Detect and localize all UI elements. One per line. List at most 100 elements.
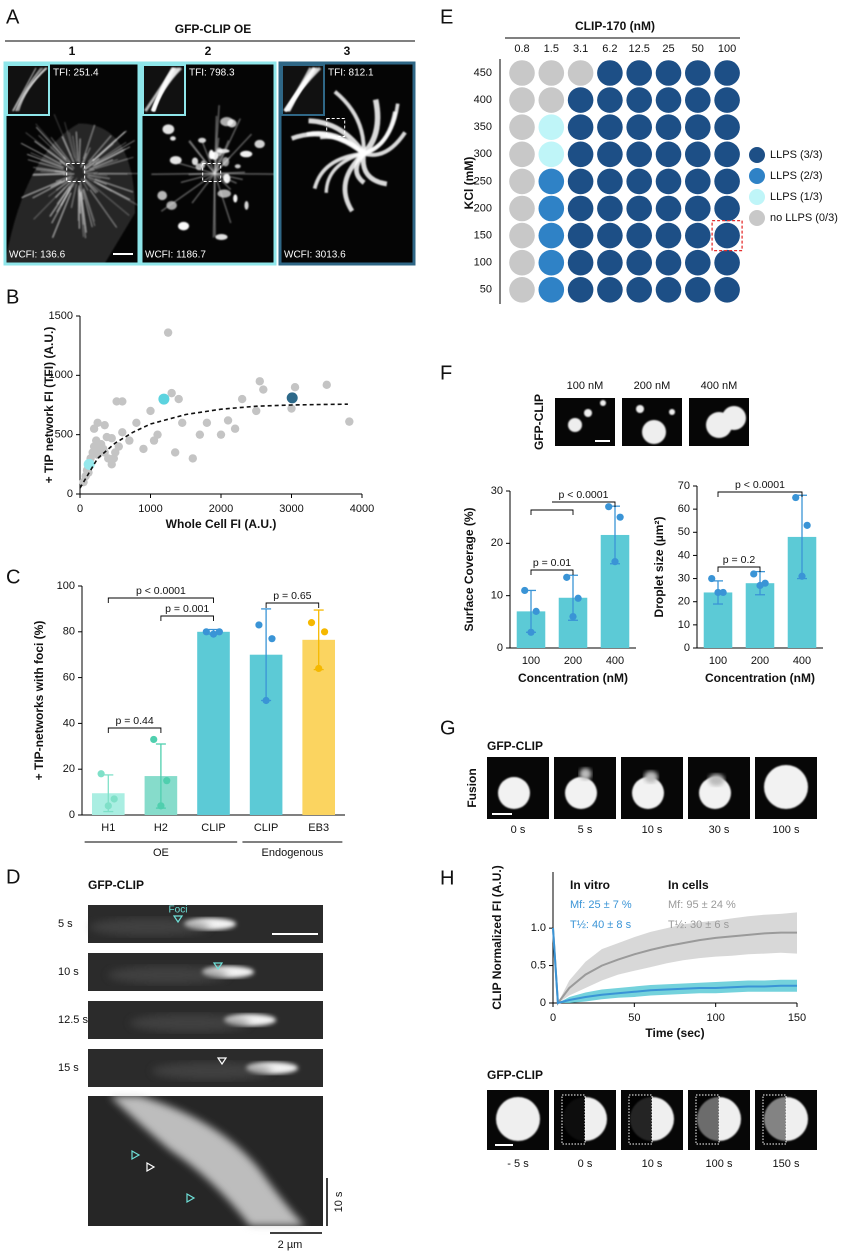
time-label: 10 s	[642, 1158, 663, 1170]
droplet	[636, 405, 644, 413]
filament	[90, 159, 118, 170]
cell	[626, 87, 652, 113]
y-tick-label: 1500	[49, 310, 73, 322]
droplet	[568, 418, 582, 432]
x-tick-label: 100	[522, 655, 540, 667]
foci	[227, 119, 237, 128]
filament	[213, 105, 220, 174]
significance-bracket	[552, 501, 616, 507]
filament	[25, 132, 64, 162]
filament	[201, 141, 216, 174]
filament	[86, 176, 107, 185]
filament	[85, 174, 101, 180]
point	[139, 444, 148, 454]
panel-label: B	[6, 286, 19, 308]
filament	[20, 142, 62, 165]
x-tick-label: CLIP	[254, 822, 278, 834]
y-tick-label: 10	[491, 590, 503, 602]
significance-bracket	[530, 569, 574, 575]
point	[163, 328, 173, 337]
replicate-point	[255, 621, 263, 629]
legend-swatch	[749, 147, 765, 163]
filament	[68, 132, 77, 162]
filament	[35, 123, 67, 159]
time-label: 100 s	[706, 1158, 733, 1170]
filament	[83, 176, 95, 187]
cell	[538, 249, 565, 276]
concentration-label: 100 nM	[567, 380, 604, 392]
cell	[567, 277, 594, 303]
filament	[214, 171, 245, 175]
cell	[714, 277, 740, 303]
cell	[655, 114, 682, 140]
time-label: 10 s	[642, 824, 663, 836]
concentration-label: 400 nM	[701, 380, 738, 392]
cell	[538, 222, 565, 249]
row-label: 100	[474, 257, 492, 269]
point	[158, 393, 170, 405]
y-tick-label: 20	[63, 763, 75, 775]
droplet	[764, 1097, 808, 1141]
droplet	[669, 409, 675, 415]
droplet	[699, 777, 731, 809]
x-tick-label: 2000	[209, 503, 233, 515]
y-axis-label: CLIP Normalized FI (A.U.)	[490, 865, 504, 1009]
time-label: 5 s	[578, 824, 593, 836]
cell-signal	[151, 105, 277, 241]
replicate-point	[307, 619, 316, 627]
replicate-point	[714, 588, 722, 597]
filament	[83, 179, 97, 194]
cell	[538, 87, 565, 113]
foci	[170, 136, 176, 141]
column-label: 12.5	[628, 43, 649, 55]
droplet	[565, 777, 597, 809]
inset-signal	[12, 67, 37, 112]
cell	[714, 168, 740, 195]
cell	[538, 168, 565, 195]
row-label: GFP-CLIP	[532, 394, 546, 450]
filament	[48, 180, 70, 197]
replicate-point	[527, 628, 535, 636]
droplet	[496, 1097, 540, 1141]
point	[83, 458, 95, 470]
x-tick-label: 4000	[350, 503, 374, 515]
point	[286, 392, 298, 404]
inset-signal	[18, 67, 48, 112]
point	[290, 383, 300, 392]
filament	[36, 168, 66, 173]
filament	[151, 172, 215, 176]
legend-label: LLPS (2/3)	[770, 170, 823, 182]
x-tick-label: H2	[154, 822, 168, 834]
filament	[89, 189, 117, 228]
cell-label: 1	[69, 44, 76, 58]
column-label: 50	[692, 43, 704, 55]
filament	[21, 180, 62, 198]
confidence-band	[553, 928, 797, 1003]
foci-marker	[146, 1161, 156, 1173]
stat-label: Mf: 95 ± 24 %	[668, 899, 736, 911]
cell	[685, 141, 711, 168]
foci	[233, 194, 238, 203]
p-value: p < 0.0001	[559, 489, 609, 501]
point	[322, 380, 331, 390]
filament	[40, 171, 68, 174]
foci	[208, 149, 215, 160]
droplet	[642, 420, 666, 444]
y-tick-label: 50	[678, 526, 690, 538]
panel-label: E	[440, 6, 453, 28]
y-tick-label: 0	[684, 642, 690, 654]
cell	[597, 141, 623, 168]
filament	[61, 176, 74, 185]
wcfi-label: WCFI: 3013.6	[284, 250, 346, 261]
time-label: 0 s	[511, 824, 526, 836]
cell	[685, 87, 711, 113]
y-axis-label: Surface Coverage (%)	[462, 507, 476, 631]
replicate-point	[97, 770, 105, 778]
cell	[538, 277, 565, 303]
filament	[72, 177, 78, 188]
foci	[162, 124, 175, 135]
x-tick-label: 100	[709, 655, 727, 667]
x-tick-label: H1	[101, 822, 115, 834]
filament	[32, 180, 66, 199]
